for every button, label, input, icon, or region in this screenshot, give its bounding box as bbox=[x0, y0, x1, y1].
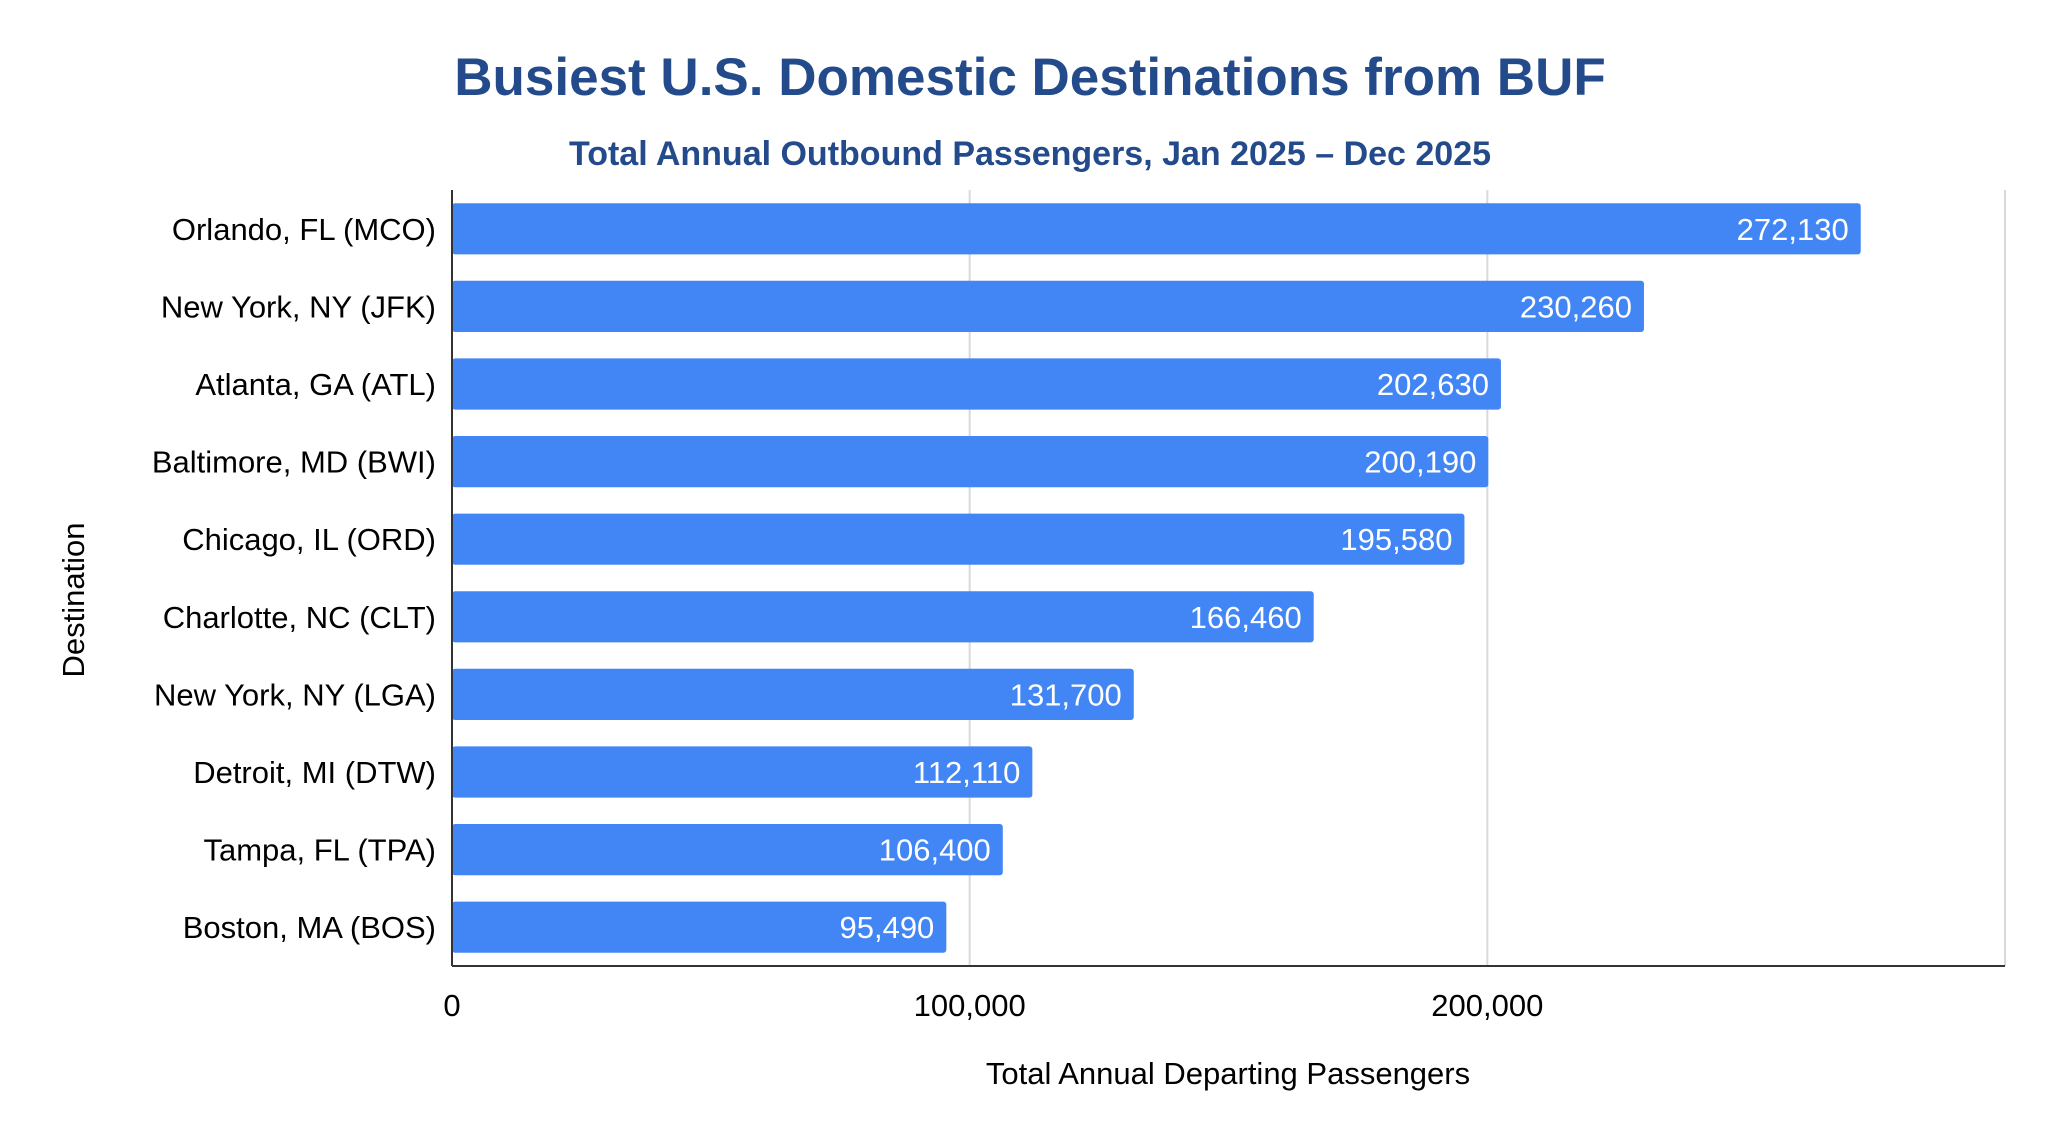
category-label: New York, NY (JFK) bbox=[161, 289, 436, 324]
bar-value-label: 106,400 bbox=[879, 833, 991, 868]
x-tick-labels: 0 100,000 200,000 bbox=[443, 988, 1543, 1023]
bar bbox=[452, 513, 1465, 565]
category-label: Detroit, MI (DTW) bbox=[193, 755, 436, 790]
bar-value-label: 131,700 bbox=[1010, 677, 1122, 712]
category-label: Tampa, FL (TPA) bbox=[203, 833, 436, 868]
x-tick-label: 0 bbox=[443, 988, 460, 1023]
category-label: Chicago, IL (ORD) bbox=[182, 522, 436, 557]
bar bbox=[452, 823, 1003, 876]
category-label: Atlanta, GA (ATL) bbox=[195, 367, 436, 402]
bar-value-label: 272,130 bbox=[1737, 212, 1849, 247]
bar bbox=[452, 358, 1501, 410]
bar bbox=[452, 280, 1644, 333]
bar bbox=[452, 668, 1134, 721]
category-label: Baltimore, MD (BWI) bbox=[152, 445, 436, 480]
bar-value-label: 200,190 bbox=[1364, 445, 1476, 480]
bar-value-label: 166,460 bbox=[1190, 600, 1302, 635]
bar-value-label: 202,630 bbox=[1377, 367, 1489, 402]
bar bbox=[452, 203, 1861, 255]
y-axis-label: Destination bbox=[56, 522, 91, 677]
chart-subtitle: Total Annual Outbound Passengers, Jan 20… bbox=[569, 135, 1491, 173]
bar bbox=[452, 901, 947, 953]
category-label: New York, NY (LGA) bbox=[154, 677, 436, 712]
chart-title: Busiest U.S. Domestic Destinations from … bbox=[454, 48, 1605, 107]
bar-value-label: 112,110 bbox=[913, 755, 1020, 790]
bar bbox=[452, 746, 1033, 798]
bars bbox=[452, 203, 1861, 953]
x-tick-label: 100,000 bbox=[914, 988, 1026, 1023]
bar-value-label: 230,260 bbox=[1520, 289, 1632, 324]
category-label: Boston, MA (BOS) bbox=[183, 910, 436, 945]
bar bbox=[452, 435, 1489, 488]
category-label: Charlotte, NC (CLT) bbox=[163, 600, 436, 635]
bar bbox=[452, 591, 1314, 643]
bar-value-label: 195,580 bbox=[1340, 522, 1452, 557]
x-tick-label: 200,000 bbox=[1431, 988, 1543, 1023]
bar-value-label: 95,490 bbox=[839, 910, 934, 945]
value-labels: 272,130 230,260 202,630 200,190 195,580 166,4… bbox=[839, 212, 1848, 945]
x-axis-label: Total Annual Departing Passengers bbox=[986, 1056, 1470, 1091]
category-label: Orlando, FL (MCO) bbox=[172, 212, 436, 247]
category-labels: Orlando, FL (MCO) New York, NY (JFK) Atlan… bbox=[152, 212, 436, 945]
